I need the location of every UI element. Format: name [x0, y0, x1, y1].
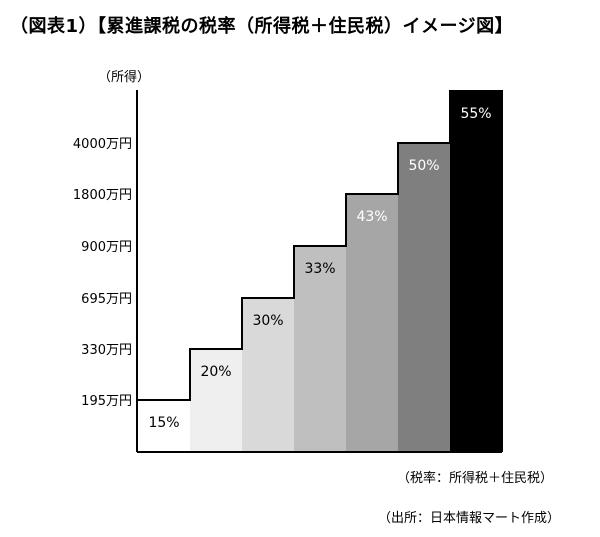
rate-label-1: 15% [148, 415, 179, 431]
bar-6 [398, 143, 450, 452]
y-tick-label-1: 195万円 [81, 394, 132, 409]
y-tick-label-5: 1800万円 [73, 188, 132, 203]
bar-4 [294, 246, 346, 452]
y-axis-label: （所得） [98, 70, 151, 85]
rate-label-7: 55% [460, 106, 491, 122]
y-tick-label-6: 4000万円 [73, 137, 132, 152]
rate-label-6: 50% [408, 158, 439, 174]
rate-label-2: 20% [200, 364, 231, 380]
y-tick-label-2: 330万円 [81, 343, 132, 358]
y-tick-label-3: 695万円 [81, 292, 132, 307]
source-note: （出所：日本情報マート作成） [378, 511, 561, 526]
rate-note: （税率：所得税＋住民税） [397, 471, 554, 486]
y-tick-label-4: 900万円 [81, 240, 132, 255]
rate-label-5: 43% [356, 209, 387, 225]
bar-3 [242, 298, 294, 452]
bar-7 [450, 91, 502, 452]
rate-label-3: 30% [252, 313, 283, 329]
rate-label-4: 33% [304, 261, 335, 277]
bar-2 [190, 349, 242, 452]
chart-title: （図表1）【累進課税の税率（所得税＋住民税）イメージ図】 [10, 16, 514, 37]
step-outline [137, 90, 503, 452]
bar-5 [346, 194, 398, 452]
bar-1 [138, 400, 190, 452]
